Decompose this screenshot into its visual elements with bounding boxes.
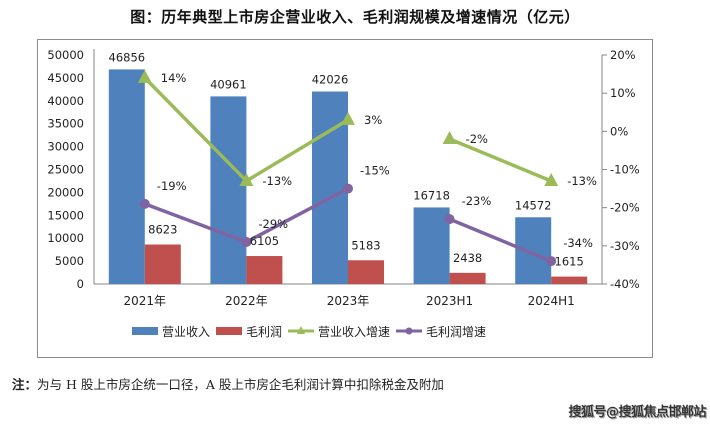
data-label-revenue: 46856 xyxy=(109,50,146,64)
data-label-revenue-growth: -13% xyxy=(567,174,597,188)
footnote-text: 为与 H 股上市房企统一口径，A 股上市房企毛利润计算中扣除税金及附加 xyxy=(37,377,444,392)
data-label-profit-growth: -15% xyxy=(360,164,390,178)
marker-revenue-growth xyxy=(137,69,152,83)
data-label-revenue-growth: -13% xyxy=(262,174,292,188)
legend-label: 毛利润增速 xyxy=(426,325,486,339)
right-axis-tick-label: 20% xyxy=(610,48,636,62)
left-axis-tick-label: 20000 xyxy=(47,185,84,199)
bar-revenue xyxy=(108,69,145,284)
bar-gross-profit xyxy=(449,272,486,284)
right-axis-tick-label: -20% xyxy=(610,201,640,215)
left-axis-tick-label: 30000 xyxy=(47,140,84,154)
legend-marker xyxy=(405,327,413,335)
marker-profit-growth xyxy=(546,256,557,267)
watermark: 搜狐号@搜狐焦点邯郸站 xyxy=(568,405,706,420)
line-profit-growth xyxy=(448,217,552,263)
right-axis-tick-label: -30% xyxy=(610,239,640,253)
chart-title: 图：历年典型上市房企营业收入、毛利润规模及增速情况（亿元） xyxy=(130,8,580,26)
marker-revenue-growth xyxy=(442,130,457,144)
legend-label: 毛利润 xyxy=(246,325,282,339)
lines xyxy=(137,69,559,267)
bar-gross-profit xyxy=(551,276,588,284)
marker-revenue-growth xyxy=(341,111,355,125)
left-axis-tick-label: 40000 xyxy=(47,94,84,108)
data-label-revenue: 40961 xyxy=(210,77,247,91)
data-label-revenue: 16718 xyxy=(413,188,450,202)
line-revenue-growth xyxy=(448,137,552,183)
chart-frame xyxy=(37,39,653,358)
data-label-profit-growth: -34% xyxy=(563,236,593,250)
left-axis-tick-label: 15000 xyxy=(47,208,84,222)
x-axis-category-label: 2022年 xyxy=(225,294,268,308)
right-axis-tick-label: 0% xyxy=(610,124,628,138)
legend-marker xyxy=(297,326,305,334)
data-label-revenue: 42026 xyxy=(312,73,349,87)
left-axis-tick-label: 50000 xyxy=(47,48,84,62)
right-axis-tick-label: -10% xyxy=(610,163,640,177)
x-axis-category-label: 2023年 xyxy=(327,294,370,308)
x-axis-category-label: 2024H1 xyxy=(528,294,575,308)
right-axis-tick-label: 10% xyxy=(610,86,636,100)
left-axis-tick-label: 35000 xyxy=(47,117,84,131)
bar-revenue xyxy=(515,217,552,284)
data-label-gross-profit: 6105 xyxy=(250,234,279,248)
left-axis-tick-label: 25000 xyxy=(47,163,84,177)
marker-profit-growth xyxy=(139,198,150,209)
right-axis-tick-label: -40% xyxy=(610,277,640,291)
data-label-revenue: 14572 xyxy=(515,198,552,212)
axes: 0 5000 10000 15000 20000 25000 30000 35000 40000… xyxy=(47,48,639,308)
legend-label: 营业收入增速 xyxy=(318,325,390,339)
data-label-gross-profit: 2438 xyxy=(453,251,482,265)
legend-swatch xyxy=(216,327,242,335)
legend-label: 营业收入 xyxy=(162,325,210,339)
x-axis-category-label: 2023H1 xyxy=(426,294,473,308)
data-label-gross-profit: 5183 xyxy=(351,238,380,252)
data-label-revenue-growth: 14% xyxy=(161,71,187,85)
x-axis-category-label: 2021年 xyxy=(124,294,167,308)
data-label-profit-growth: -23% xyxy=(462,194,492,208)
bar-revenue xyxy=(312,91,348,284)
marker-revenue-growth xyxy=(544,172,559,186)
bar-gross-profit xyxy=(246,256,283,284)
legend: 营业收入 毛利润 营业收入增速 毛利润增速 xyxy=(132,325,486,339)
bar-revenue xyxy=(210,96,247,284)
left-axis-tick-label: 5000 xyxy=(55,254,84,268)
bar-revenue xyxy=(413,207,450,284)
bars xyxy=(108,69,588,284)
data-label-gross-profit: 8623 xyxy=(148,223,177,237)
legend-swatch xyxy=(132,327,158,335)
left-axis-tick-label: 0 xyxy=(77,277,84,291)
bar-gross-profit xyxy=(348,260,384,284)
footnote-label: 注： xyxy=(12,377,38,392)
data-label-profit-growth: -29% xyxy=(258,217,288,231)
data-label-revenue-growth: -2% xyxy=(466,132,488,146)
marker-profit-growth xyxy=(343,183,353,194)
marker-profit-growth xyxy=(444,214,455,225)
left-axis-tick-label: 45000 xyxy=(47,71,84,85)
footnote: 注：为与 H 股上市房企统一口径，A 股上市房企毛利润计算中扣除税金及附加 xyxy=(12,374,444,393)
data-labels: 46856 40961 42026 16718 14572 8623 6105 5183 243… xyxy=(109,50,597,268)
marker-profit-growth xyxy=(241,237,252,248)
data-label-revenue-growth: 3% xyxy=(364,113,382,127)
left-axis-tick-label: 10000 xyxy=(47,231,84,245)
bar-gross-profit xyxy=(144,244,181,284)
data-label-gross-profit: 1615 xyxy=(555,255,584,269)
marker-revenue-growth xyxy=(239,172,254,186)
data-label-profit-growth: -19% xyxy=(157,179,187,193)
